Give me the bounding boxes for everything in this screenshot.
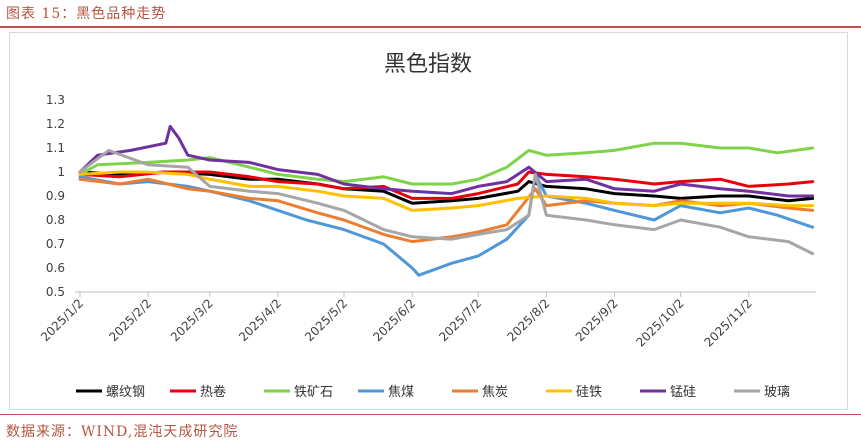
x-tick-label: 2025/10/2 [633,296,686,349]
figure-caption: 图表 15：黑色品种走势 [6,6,167,22]
legend-label: 热卷 [200,384,226,400]
legend-label: 焦煤 [388,385,414,400]
series-line-螺纹钢 [78,170,815,205]
x-axis: 2025/1/2 2025/2/2 2025/3/2 2025/4/2 2025/5/2… [38,291,816,350]
x-tick-label: 2025/9/2 [573,296,621,344]
legend-label: 铁矿石 [294,385,333,400]
series-line-硅铁 [78,170,815,212]
legend-label: 焦炭 [482,385,508,400]
top-divider [0,26,861,28]
series-line-热卷 [78,170,815,200]
y-tick-label: 0.9 [46,189,65,203]
series-line-铁矿石 [78,141,815,186]
series-group [78,124,815,277]
legend-label: 玻璃 [764,385,790,400]
y-tick-label: 0.5 [46,285,65,299]
y-tick-label: 1.3 [46,93,65,107]
y-tick-label: 0.8 [46,213,65,227]
chart-frame: 黑色指数 1.3 1.2 1.1 1 0.9 0.8 0.7 0.6 0.5 2025/1/2 2… [9,32,848,410]
x-tick-label: 2025/8/2 [505,296,553,344]
series-line-锰硅 [78,124,815,198]
x-tick-label: 2025/1/2 [38,296,86,344]
x-tick-label: 2025/3/2 [168,296,216,344]
x-tick-label: 2025/5/2 [302,296,350,344]
legend-label: 硅铁 [576,385,602,400]
y-tick-label: 1 [57,165,65,179]
line-chart: 黑色指数 1.31.21.110.90.80.70.60.5 2025/1/2 2… [38,52,816,400]
source-note: 数据来源：WIND,混沌天成研究院 [6,424,239,440]
legend-label: 螺纹钢 [106,385,145,400]
bottom-divider [0,414,861,415]
y-tick-label: 0.7 [46,237,65,251]
x-tick-label: 2025/7/2 [436,296,484,344]
y-tick-label: 1.2 [46,117,65,131]
x-tick-label: 2025/6/2 [370,296,418,344]
y-axis: 1.3 1.2 1.1 1 0.9 0.8 0.7 0.6 0.5 [46,93,65,299]
legend-label: 锰硅 [670,385,696,400]
x-tick-label: 2025/4/2 [236,296,284,344]
series-line-焦炭 [78,177,815,244]
legend: 螺纹钢 热卷 铁矿石 焦煤 焦炭 硅铁 锰硅 玻璃 [76,384,790,400]
chart-title: 黑色指数 [384,52,472,77]
y-tick-label: 1.1 [46,141,65,155]
x-tick-label: 2025/2/2 [106,296,154,344]
x-tick-label: 2025/11/2 [702,296,755,349]
y-tick-label: 0.6 [46,261,65,275]
series-line-玻璃 [78,148,815,256]
